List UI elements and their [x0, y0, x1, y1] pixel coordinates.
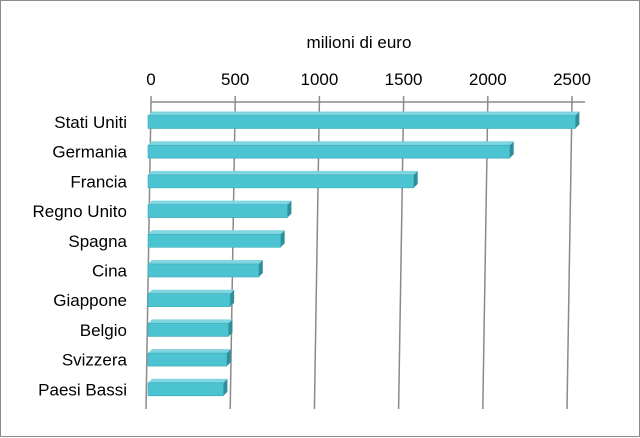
bar	[147, 352, 228, 367]
tick-label: 1000	[300, 70, 338, 89]
category-label: Paesi Bassi	[38, 380, 127, 399]
bar-top-face	[148, 141, 514, 146]
category-labels: Stati Uniti Germania Francia Regno Unito Spa…	[32, 113, 127, 399]
bar-top-face	[148, 289, 235, 294]
bar-end-face	[230, 289, 235, 307]
category-label: Francia	[70, 172, 127, 191]
bar-top-face	[148, 349, 231, 354]
gridline	[566, 101, 573, 410]
bar	[147, 204, 288, 218]
bar-top-face	[148, 319, 233, 324]
bar-end-face	[223, 378, 228, 396]
bars	[147, 111, 580, 397]
category-label: Spagna	[68, 232, 127, 251]
category-label: Svizzera	[62, 351, 128, 370]
bar-end-face	[280, 230, 285, 248]
bar	[147, 293, 231, 308]
tick-label: 500	[221, 70, 249, 89]
bar-top-face	[148, 200, 292, 205]
tick-labels: 0 500 1000 1500 2000 2500	[146, 70, 591, 89]
axis-title: milioni di euro	[307, 33, 412, 52]
bar	[147, 144, 510, 159]
bar	[147, 174, 415, 189]
bar-end-face	[287, 200, 292, 218]
bar-end-face	[226, 349, 231, 367]
category-label: Belgio	[80, 321, 127, 340]
bar-end-face	[258, 260, 263, 277]
bar-end-face	[413, 170, 418, 188]
bar	[147, 382, 224, 397]
category-label: Cina	[92, 262, 128, 281]
tick-label: 0	[146, 70, 155, 89]
bar-end-face	[228, 319, 233, 337]
bar-top-face	[148, 111, 580, 116]
category-label: Stati Uniti	[54, 113, 127, 132]
category-label: Giappone	[53, 291, 127, 310]
bar-top-face	[148, 170, 418, 175]
bar-top-face	[148, 230, 285, 235]
bar	[147, 115, 576, 129]
bar	[147, 263, 260, 278]
bar-top-face	[148, 260, 263, 264]
tick-label: 2500	[553, 70, 591, 89]
tick-label: 2000	[469, 70, 507, 89]
category-label: Germania	[52, 143, 127, 162]
bar	[147, 323, 229, 337]
bar-end-face	[509, 141, 514, 159]
category-label: Regno Unito	[32, 202, 127, 221]
tick-label: 1500	[385, 70, 423, 89]
bar-end-face	[575, 111, 580, 129]
bar-top-face	[148, 378, 228, 383]
bar	[147, 234, 281, 248]
